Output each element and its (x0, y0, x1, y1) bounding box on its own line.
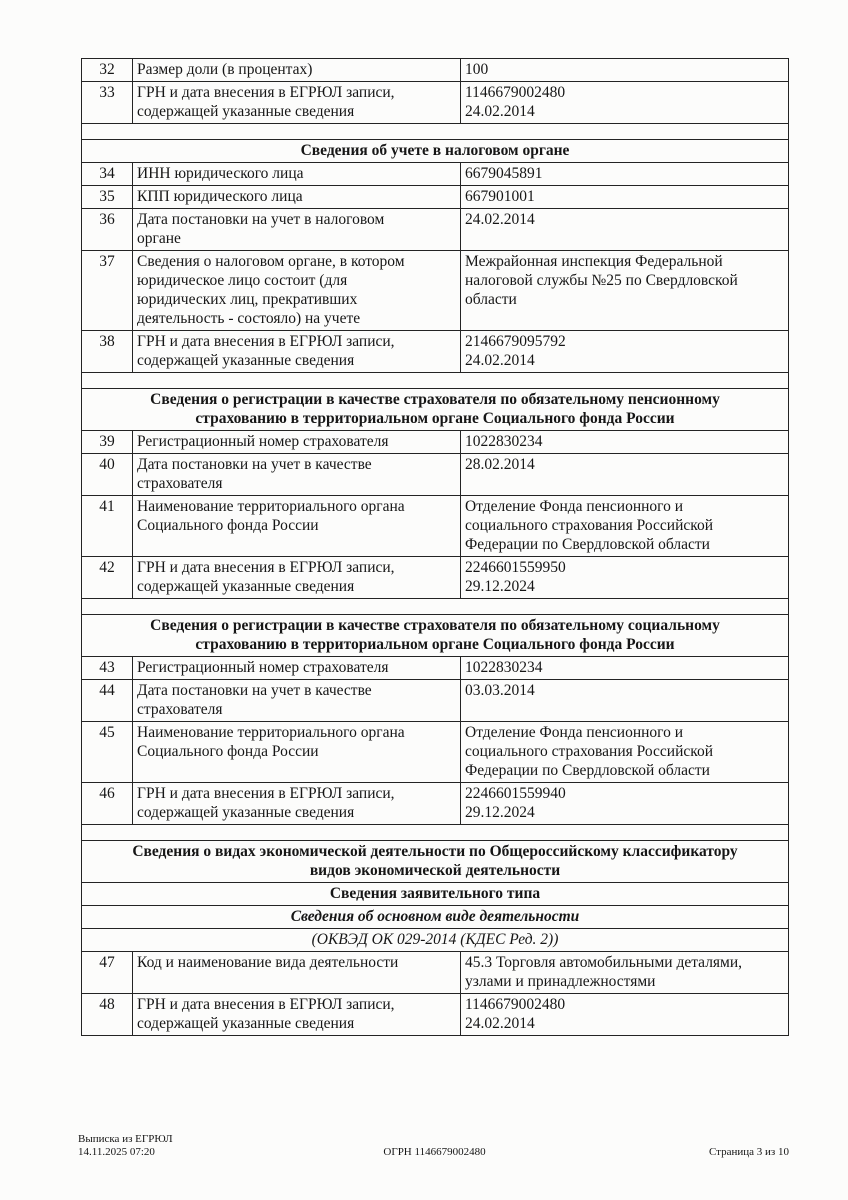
row-number-cell: 45 (81, 721, 133, 783)
row-number-cell: 44 (81, 679, 133, 722)
section-header-row: Сведения о регистрации в качестве страхо… (81, 614, 789, 657)
row-number-cell: 35 (81, 185, 133, 209)
row-number-cell: 42 (81, 556, 133, 599)
row-number-cell: 43 (81, 656, 133, 680)
row-label-cell: Наименование территориального органа Соц… (132, 721, 461, 783)
section-header-cell: Сведения об основном виде деятельности (81, 905, 789, 929)
row-value-cell: 28.02.2014 (460, 453, 789, 496)
section-header-row: Сведения об учете в налоговом органе (81, 139, 789, 163)
table-row: 36 Дата постановки на учет в налоговом ор… (81, 208, 789, 251)
row-label-cell: ГРН и дата внесения в ЕГРЮЛ записи, соде… (132, 330, 461, 373)
table-row: 34 ИНН юридического лица 6679045891 (81, 162, 789, 186)
table-row: 38 ГРН и дата внесения в ЕГРЮЛ записи, со… (81, 330, 789, 373)
row-value-cell: 1022830234 (460, 430, 789, 454)
row-value-cell: Межрайонная инспекция Федеральной налого… (460, 250, 789, 331)
row-value-cell: 2246601559940 29.12.2024 (460, 782, 789, 825)
doc-table-body: 32 Размер доли (в процентах) 100 33 ГРН и да… (81, 58, 789, 1036)
footer-doc-type: Выписка из ЕГРЮЛ (78, 1133, 173, 1145)
section-header-row: Сведения о регистрации в качестве страхо… (81, 388, 789, 431)
section-header-row: (ОКВЭД ОК 029-2014 (КДЕС Ред. 2)) (81, 928, 789, 952)
row-value-cell: Отделение Фонда пенсионного и социальног… (460, 495, 789, 557)
table-row: 42 ГРН и дата внесения в ЕГРЮЛ записи, со… (81, 556, 789, 599)
row-number-cell: 33 (81, 81, 133, 124)
row-number-cell: 38 (81, 330, 133, 373)
row-number-cell: 37 (81, 250, 133, 331)
row-label-cell: Регистрационный номер страхователя (132, 430, 461, 454)
table-row: 35 КПП юридического лица 667901001 (81, 185, 789, 209)
section-header-cell: Сведения о регистрации в качестве страхо… (81, 388, 789, 431)
table-row: 45 Наименование территориального органа С… (81, 721, 789, 783)
section-spacer-cell (81, 598, 789, 615)
row-label-cell: ГРН и дата внесения в ЕГРЮЛ записи, соде… (132, 556, 461, 599)
section-spacer-row (81, 123, 789, 140)
row-label-cell: ГРН и дата внесения в ЕГРЮЛ записи, соде… (132, 782, 461, 825)
row-label-cell: Дата постановки на учет в качестве страх… (132, 453, 461, 496)
row-number-cell: 40 (81, 453, 133, 496)
table-row: 39 Регистрационный номер страхователя 1022… (81, 430, 789, 454)
row-value-cell: Отделение Фонда пенсионного и социальног… (460, 721, 789, 783)
section-header-cell: Сведения об учете в налоговом органе (81, 139, 789, 163)
row-label-cell: ГРН и дата внесения в ЕГРЮЛ записи, соде… (132, 81, 461, 124)
row-value-cell: 1146679002480 24.02.2014 (460, 993, 789, 1036)
row-value-cell: 2146679095792 24.02.2014 (460, 330, 789, 373)
section-spacer-row (81, 824, 789, 841)
footer-page-number: Страница 3 из 10 (708, 1145, 789, 1158)
table-row: 40 Дата постановки на учет в качестве стр… (81, 453, 789, 496)
row-value-cell: 24.02.2014 (460, 208, 789, 251)
table-row: 37 Сведения о налоговом органе, в котором… (81, 250, 789, 331)
row-label-cell: Регистрационный номер страхователя (132, 656, 461, 680)
row-value-cell: 100 (460, 58, 789, 82)
section-spacer-cell (81, 123, 789, 140)
row-label-cell: Дата постановки на учет в налоговом орга… (132, 208, 461, 251)
row-number-cell: 48 (81, 993, 133, 1036)
row-value-cell: 2246601559950 29.12.2024 (460, 556, 789, 599)
footer-generated-at: 14.11.2025 07:20 (78, 1145, 155, 1158)
section-spacer-row (81, 372, 789, 389)
row-value-cell: 6679045891 (460, 162, 789, 186)
row-value-cell: 1146679002480 24.02.2014 (460, 81, 789, 124)
row-label-cell: ГРН и дата внесения в ЕГРЮЛ записи, соде… (132, 993, 461, 1036)
row-value-cell: 45.3 Торговля автомобильными деталями, у… (460, 951, 789, 994)
section-header-cell: Сведения о видах экономической деятельно… (81, 840, 789, 883)
row-label-cell: Сведения о налоговом органе, в котором ю… (132, 250, 461, 331)
table-row: 47 Код и наименование вида деятельности 45… (81, 951, 789, 994)
row-number-cell: 36 (81, 208, 133, 251)
section-spacer-cell (81, 372, 789, 389)
table-row: 41 Наименование территориального органа С… (81, 495, 789, 557)
row-label-cell: ИНН юридического лица (132, 162, 461, 186)
footer-doc-info: Выписка из ЕГРЮЛ 14.11.2025 07:20 (78, 1133, 173, 1158)
row-number-cell: 41 (81, 495, 133, 557)
section-header-cell: Сведения заявительного типа (81, 882, 789, 906)
row-number-cell: 32 (81, 58, 133, 82)
egrul-table: 32 Размер доли (в процентах) 100 33 ГРН и да… (81, 58, 789, 1036)
table-row: 32 Размер доли (в процентах) 100 (81, 58, 789, 82)
row-number-cell: 39 (81, 430, 133, 454)
row-number-cell: 34 (81, 162, 133, 186)
table-row: 46 ГРН и дата внесения в ЕГРЮЛ записи, со… (81, 782, 789, 825)
row-number-cell: 46 (81, 782, 133, 825)
row-value-cell: 1022830234 (460, 656, 789, 680)
section-header-row: Сведения об основном виде деятельности (81, 905, 789, 929)
section-spacer-cell (81, 824, 789, 841)
table-row: 44 Дата постановки на учет в качестве стр… (81, 679, 789, 722)
footer-ogrn: ОГРН 1146679002480 (383, 1145, 486, 1158)
row-value-cell: 667901001 (460, 185, 789, 209)
row-value-cell: 03.03.2014 (460, 679, 789, 722)
section-header-row: Сведения о видах экономической деятельно… (81, 840, 789, 883)
row-label-cell: КПП юридического лица (132, 185, 461, 209)
section-header-cell: (ОКВЭД ОК 029-2014 (КДЕС Ред. 2)) (81, 928, 789, 952)
row-label-cell: Дата постановки на учет в качестве страх… (132, 679, 461, 722)
section-spacer-row (81, 598, 789, 615)
table-row: 48 ГРН и дата внесения в ЕГРЮЛ записи, со… (81, 993, 789, 1036)
section-header-row: Сведения заявительного типа (81, 882, 789, 906)
row-label-cell: Наименование территориального органа Соц… (132, 495, 461, 557)
table-row: 43 Регистрационный номер страхователя 1022… (81, 656, 789, 680)
row-label-cell: Код и наименование вида деятельности (132, 951, 461, 994)
section-header-cell: Сведения о регистрации в качестве страхо… (81, 614, 789, 657)
row-number-cell: 47 (81, 951, 133, 994)
table-row: 33 ГРН и дата внесения в ЕГРЮЛ записи, со… (81, 81, 789, 124)
row-label-cell: Размер доли (в процентах) (132, 58, 461, 82)
